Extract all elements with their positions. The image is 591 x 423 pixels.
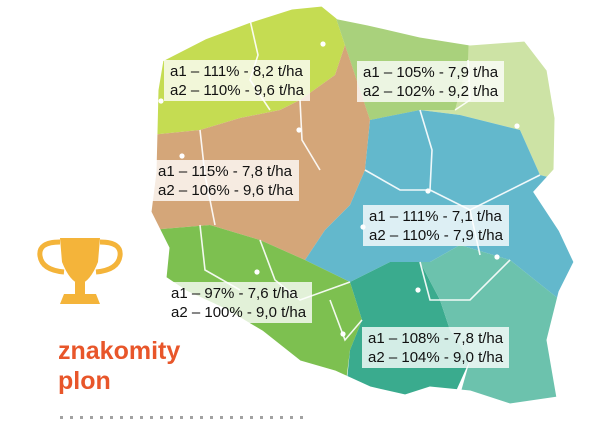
label-line-a2: a2 – 110% - 9,6 t/ha xyxy=(170,82,304,99)
label-line-a1: a1 – 108% - 7,8 t/ha xyxy=(368,330,504,347)
city-dot-icon xyxy=(514,123,520,129)
city-dot-icon xyxy=(320,41,326,47)
label-east: a1 – 111% - 7,1 t/ha a2 – 110% - 7,9 t/h… xyxy=(363,205,509,246)
label-north-east: a1 – 105% - 7,9 t/ha a2 – 102% - 9,2 t/h… xyxy=(357,61,505,102)
label-line-a1: a1 – 111% - 7,1 t/ha xyxy=(369,208,502,225)
label-line-a2: a2 – 100% - 9,0 t/ha xyxy=(171,304,307,321)
label-line-a2: a2 – 106% - 9,6 t/ha xyxy=(158,182,294,199)
city-dot-icon xyxy=(254,269,260,275)
label-west: a1 – 115% - 7,8 t/ha a2 – 106% - 9,6 t/h… xyxy=(152,160,300,201)
caption-dashes xyxy=(60,416,310,419)
slogan: znakomity plon xyxy=(58,336,180,396)
label-south-east: a1 – 108% - 7,8 t/ha a2 – 104% - 9,0 t/h… xyxy=(362,327,510,368)
city-dot-icon xyxy=(425,188,431,194)
city-dot-icon xyxy=(179,153,185,159)
label-south-west: a1 – 97% - 7,6 t/ha a2 – 100% - 9,0 t/ha xyxy=(165,282,313,323)
label-line-a1: a1 – 97% - 7,6 t/ha xyxy=(171,285,298,302)
trophy-icon xyxy=(37,238,123,304)
city-dot-icon xyxy=(494,254,500,260)
label-line-a2: a2 – 104% - 9,0 t/ha xyxy=(368,349,504,366)
city-dots xyxy=(158,41,520,337)
city-dot-icon xyxy=(340,331,346,337)
label-line-a1: a1 – 111% - 8,2 t/ha xyxy=(170,63,303,80)
label-line-a2: a2 – 102% - 9,2 t/ha xyxy=(363,83,499,100)
label-north-west: a1 – 111% - 8,2 t/ha a2 – 110% - 9,6 t/h… xyxy=(164,60,310,101)
label-line-a1: a1 – 105% - 7,9 t/ha xyxy=(363,64,499,81)
city-dot-icon xyxy=(415,287,421,293)
label-line-a1: a1 – 115% - 7,8 t/ha xyxy=(158,163,292,180)
slogan-line-2: plon xyxy=(58,367,111,395)
label-line-a2: a2 – 110% - 7,9 t/ha xyxy=(369,227,503,244)
slogan-line-1: znakomity xyxy=(58,337,181,365)
city-dot-icon xyxy=(158,98,164,104)
city-dot-icon xyxy=(296,127,302,133)
